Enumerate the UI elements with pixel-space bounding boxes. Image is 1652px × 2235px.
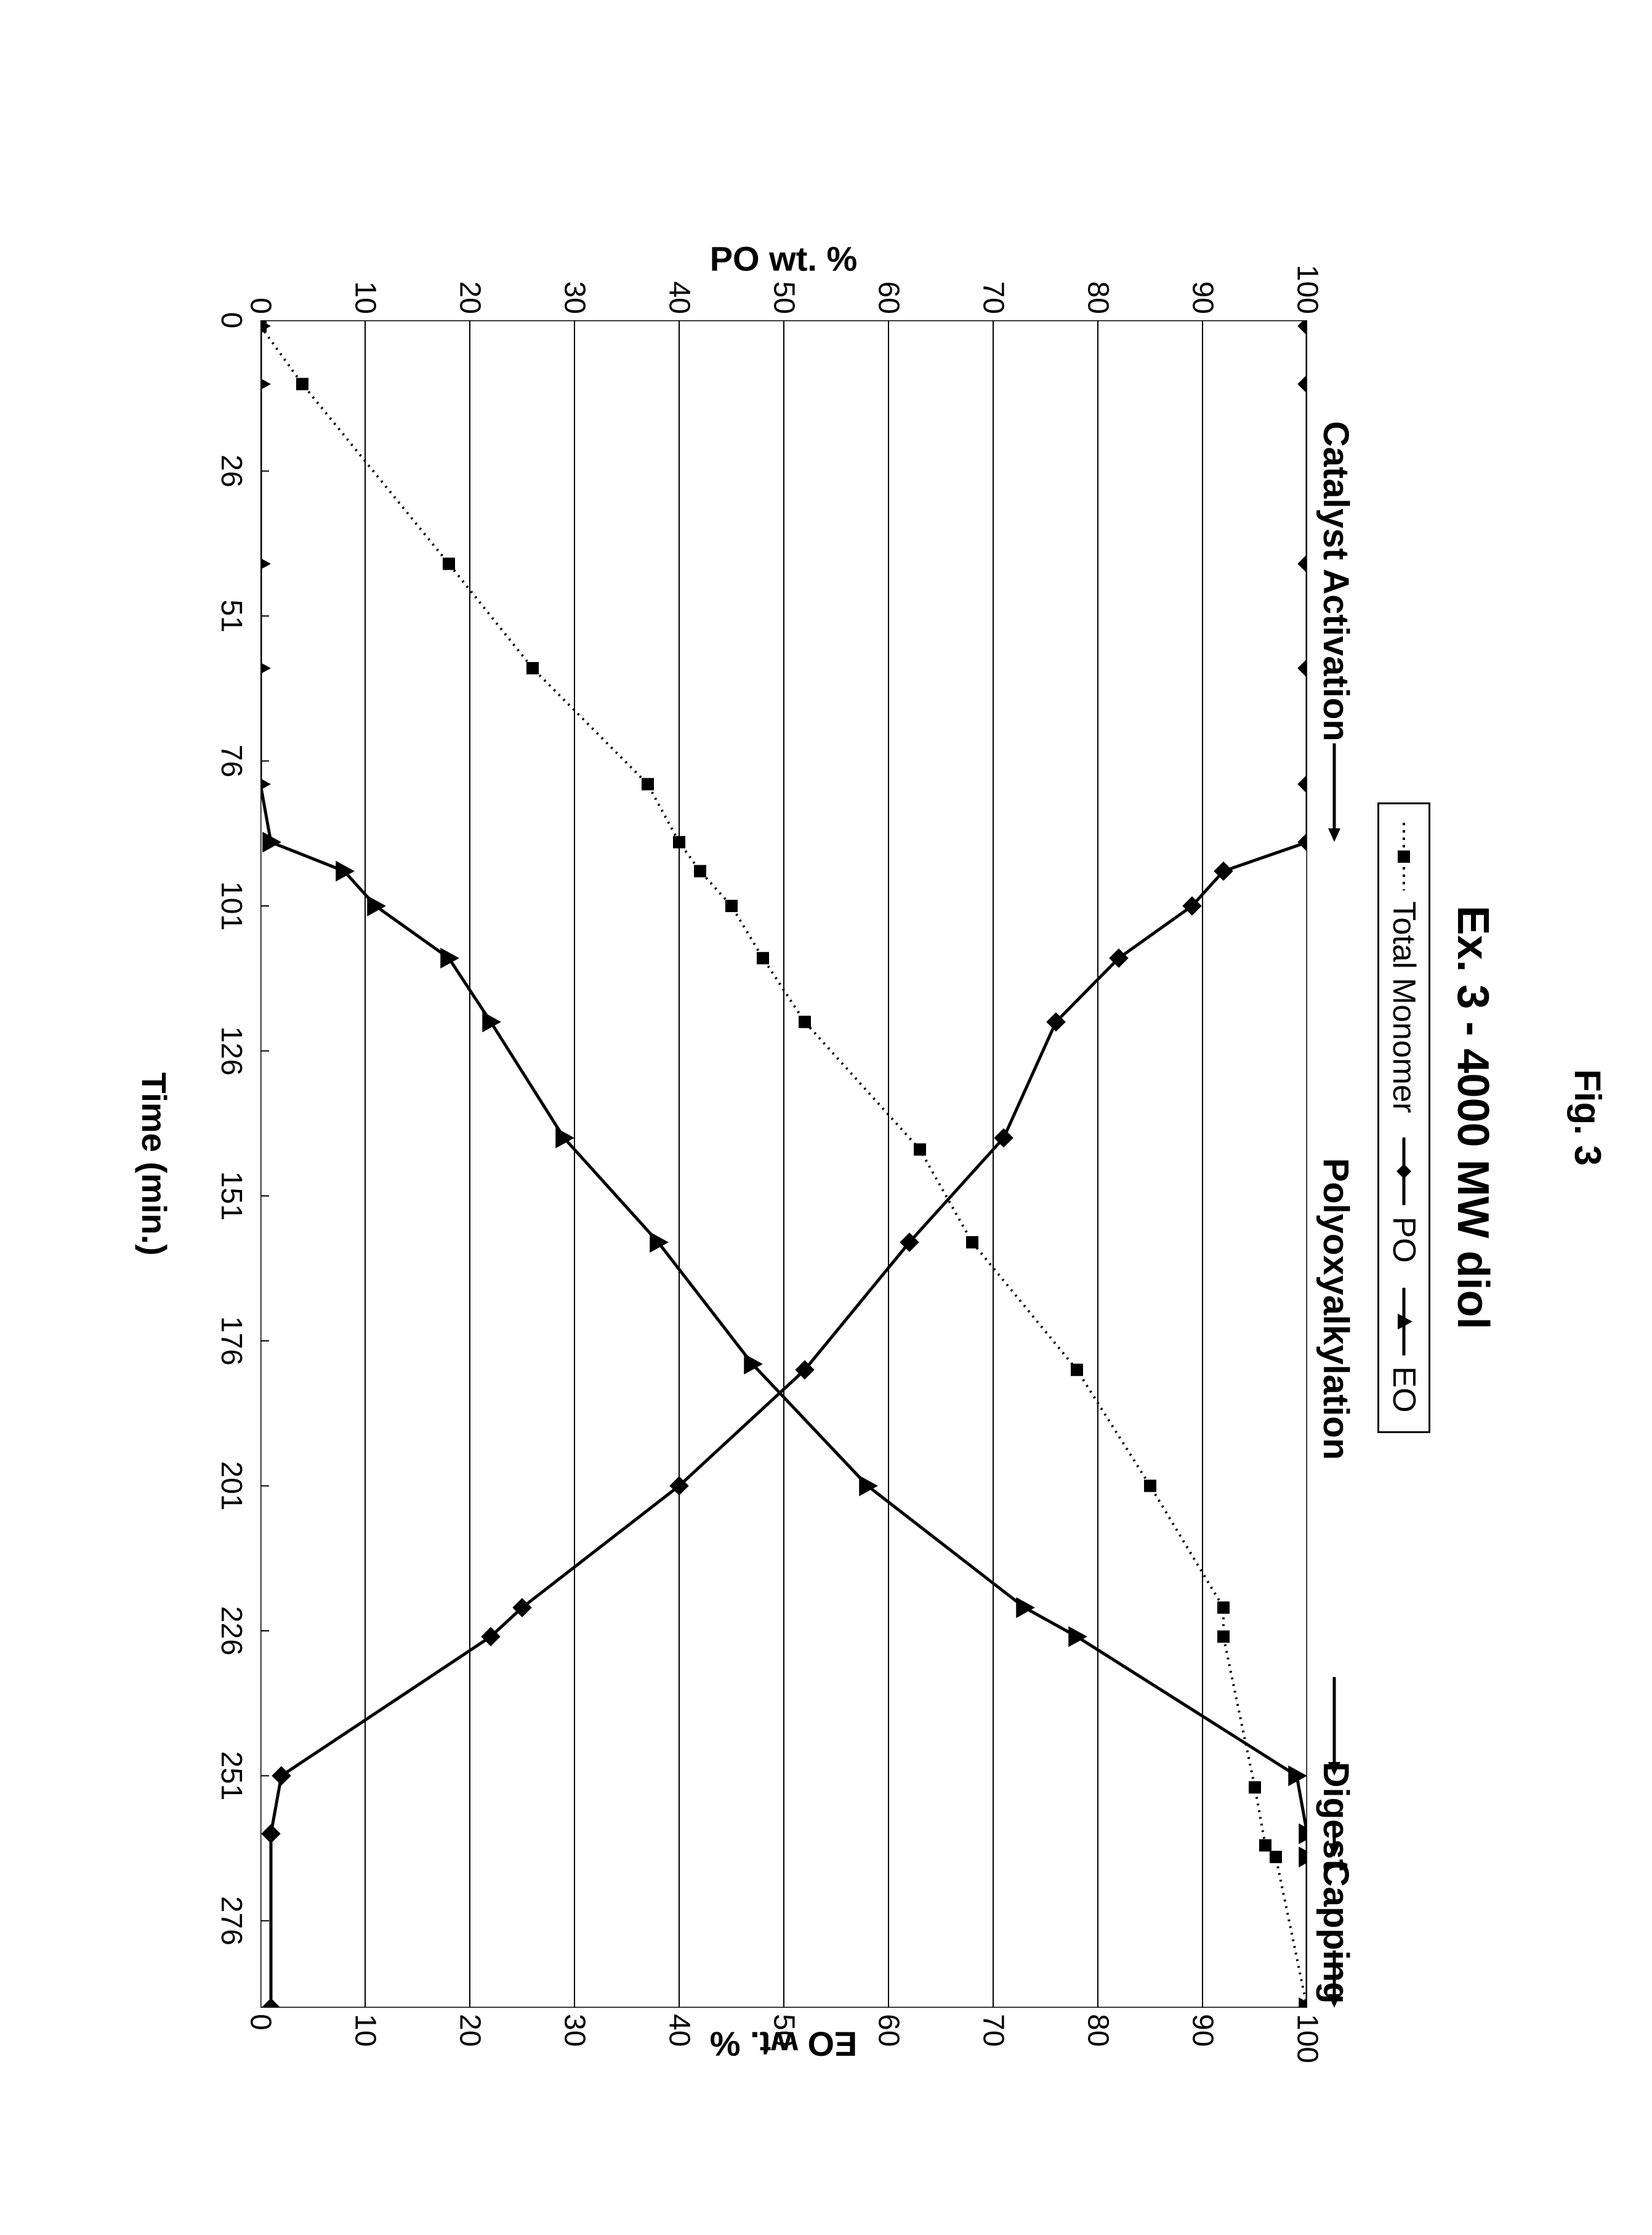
legend-item-po: PO: [1385, 1138, 1422, 1263]
x-tick: 201: [214, 1461, 248, 1511]
legend-item-eo: EO: [1385, 1287, 1422, 1412]
y-left-tick: 20: [453, 246, 487, 314]
y-right-tick: 40: [663, 2014, 696, 2082]
legend-swatch-eo: [1392, 1287, 1416, 1355]
phase-arrow-icon: [1322, 1950, 1347, 2008]
y-left-tick: 50: [767, 246, 801, 314]
phase-arrow-icon: [1322, 1677, 1347, 1776]
legend-label-eo: EO: [1385, 1366, 1422, 1412]
y-left-tick: 30: [558, 246, 592, 314]
y-left-tick: 90: [1186, 246, 1220, 314]
rotated-figure-container: Fig. 3 Ex. 3 - 4000 MW diol Total Monome…: [0, 0, 1652, 2235]
x-axis-label: Time (min.): [134, 320, 174, 2008]
y-right-tick: 90: [1186, 2014, 1220, 2082]
y-right-tick: 0: [244, 2014, 278, 2082]
y-left-tick: 70: [977, 246, 1010, 314]
y-left-tick: 0: [244, 246, 278, 314]
legend-box: Total Monomer PO EO: [1377, 802, 1430, 1433]
y-right-tick: 100: [1291, 2014, 1324, 2082]
y-right-tick: 60: [872, 2014, 906, 2082]
y-left-tick: 40: [663, 246, 696, 314]
y-right-tick: 30: [558, 2014, 592, 2082]
legend-label-po: PO: [1385, 1216, 1422, 1263]
legend-label-total-monomer: Total Monomer: [1385, 901, 1422, 1113]
y-right-tick: 80: [1081, 2014, 1115, 2082]
y-left-tick: 60: [872, 246, 906, 314]
y-right-tick-labels: 0102030405060708090100: [260, 2014, 1307, 2082]
legend-swatch-po: [1392, 1138, 1416, 1205]
phase-arrow-icon: [1322, 743, 1347, 842]
y-right-tick: 70: [977, 2014, 1010, 2082]
x-tick: 176: [214, 1316, 248, 1365]
legend-item-total-monomer: Total Monomer: [1385, 822, 1422, 1113]
y-left-tick-labels: 0102030405060708090100: [260, 246, 1307, 314]
phase-label: Polyoxyalkylation: [1315, 1158, 1356, 1460]
y-right-tick: 20: [453, 2014, 487, 2082]
x-tick: 0: [214, 312, 248, 329]
x-tick: 101: [214, 881, 248, 931]
x-tick-labels: 0265176101126151176201226251276: [211, 320, 248, 2008]
phase-label: Catalyst Activation: [1315, 421, 1356, 742]
y-left-tick: 100: [1291, 246, 1324, 314]
chart-svg: [260, 320, 1307, 2008]
chart-title: Ex. 3 - 4000 MW diol: [1448, 0, 1498, 2235]
y-right-tick: 50: [767, 2014, 801, 2082]
phase-arrow-icon: [1322, 1826, 1347, 1857]
figure-caption: Fig. 3: [1566, 0, 1609, 2235]
x-tick: 276: [214, 1896, 248, 1946]
x-tick: 251: [214, 1751, 248, 1800]
x-tick: 151: [214, 1171, 248, 1221]
legend-swatch-total-monomer: [1392, 822, 1416, 890]
x-tick: 51: [214, 600, 248, 633]
page: Fig. 3 Ex. 3 - 4000 MW diol Total Monome…: [0, 0, 1652, 2235]
plot-area: [260, 320, 1307, 2008]
x-tick: 226: [214, 1606, 248, 1655]
y-right-tick: 10: [349, 2014, 382, 2082]
x-tick: 76: [214, 745, 248, 777]
x-tick: 26: [214, 455, 248, 487]
y-left-tick: 80: [1081, 246, 1115, 314]
x-tick: 126: [214, 1026, 248, 1075]
y-left-tick: 10: [349, 246, 382, 314]
